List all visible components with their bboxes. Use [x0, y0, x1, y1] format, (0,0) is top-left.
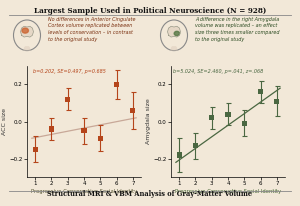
X-axis label: Progressive-Conservative Social Identity: Progressive-Conservative Social Identity [31, 189, 137, 194]
Y-axis label: ACC size: ACC size [2, 108, 7, 135]
Point [209, 116, 214, 119]
Ellipse shape [174, 31, 180, 36]
Point [193, 144, 198, 147]
Point [242, 122, 247, 125]
X-axis label: Progressive-Conservative Social Identity: Progressive-Conservative Social Identity [175, 189, 281, 194]
Polygon shape [170, 46, 178, 51]
Point [114, 83, 119, 86]
Point [65, 98, 70, 101]
Point [33, 148, 38, 151]
Text: b=5.024, SE=2.460, p=.041, z=.068: b=5.024, SE=2.460, p=.041, z=.068 [173, 69, 263, 74]
Polygon shape [20, 26, 34, 37]
Polygon shape [23, 46, 31, 51]
Point [82, 129, 86, 132]
Point [226, 112, 230, 116]
Text: No differences in Anterior Cingulate
Cortex volume replicated between
levels of : No differences in Anterior Cingulate Cor… [48, 17, 136, 42]
Text: Largest Sample Used in Political Neuroscience (N = 928): Largest Sample Used in Political Neurosc… [34, 7, 266, 15]
Point [177, 153, 182, 157]
Point [130, 109, 135, 112]
Point [98, 137, 103, 140]
Y-axis label: Amygdala size: Amygdala size [146, 99, 151, 144]
Text: A difference in the right Amygdala
volume was replicated – an effect
size three : A difference in the right Amygdala volum… [195, 17, 280, 42]
Polygon shape [167, 26, 181, 37]
Point [258, 90, 263, 94]
Text: Structural MRI & VBM Analysis of Gray-Matter Volume: Structural MRI & VBM Analysis of Gray-Ma… [47, 190, 253, 198]
Ellipse shape [22, 28, 28, 33]
Point [274, 99, 279, 103]
Text: b=0.202, SE=0.497, p=0.685: b=0.202, SE=0.497, p=0.685 [33, 69, 106, 74]
Point [49, 127, 54, 131]
